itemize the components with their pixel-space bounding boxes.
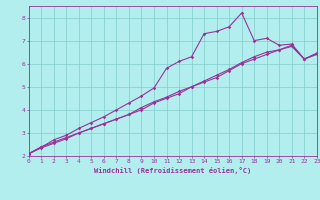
X-axis label: Windchill (Refroidissement éolien,°C): Windchill (Refroidissement éolien,°C): [94, 167, 252, 174]
